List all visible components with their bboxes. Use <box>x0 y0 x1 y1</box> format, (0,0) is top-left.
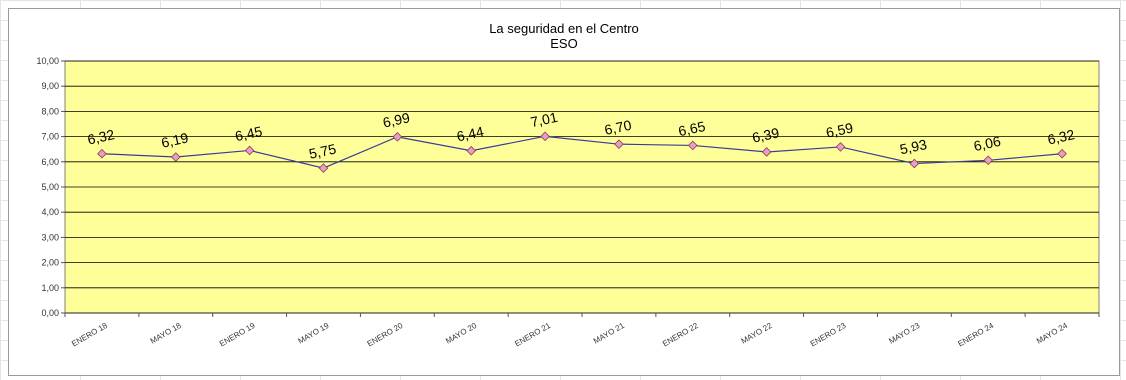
data-label: 6,59 <box>824 119 854 140</box>
data-label: 6,32 <box>1046 126 1076 147</box>
x-tick-label: MAYO 20 <box>444 321 478 346</box>
y-tick-label: 4,00 <box>41 207 59 217</box>
data-label: 7,01 <box>529 109 559 130</box>
y-tick-label: 2,00 <box>41 258 59 268</box>
data-label: 5,75 <box>307 141 337 162</box>
data-point[interactable] <box>983 155 994 166</box>
data-point[interactable] <box>97 148 107 159</box>
series-line[interactable] <box>101 135 1063 169</box>
x-tick-label: ENERO 23 <box>809 321 848 349</box>
x-tick-label: ENERO 22 <box>661 321 700 349</box>
data-point[interactable] <box>614 139 624 149</box>
line-chart: 0,00 1,00 2,00 3,00 4,00 5,00 6,00 7,00 8,00 9,00… <box>36 56 1100 349</box>
chart-title: La seguridad en el Centro <box>489 21 639 36</box>
data-label: 6,99 <box>381 109 411 130</box>
y-tick-label: 10,00 <box>36 56 59 66</box>
data-label: 6,70 <box>603 117 633 138</box>
data-point[interactable] <box>170 152 181 162</box>
data-point[interactable] <box>540 131 550 142</box>
x-tick-label: MAYO 22 <box>740 321 774 346</box>
data-label: 6,06 <box>972 133 1002 154</box>
chart-subtitle: ESO <box>550 36 578 51</box>
data-point[interactable] <box>466 145 477 156</box>
y-tick-label: 9,00 <box>41 81 59 91</box>
chart-title-block: La seguridad en el Centro ESO <box>9 21 1119 51</box>
x-tick-label: MAYO 21 <box>592 321 626 346</box>
data-label: 6,45 <box>234 123 264 144</box>
data-point[interactable] <box>244 145 255 156</box>
y-tick-label: 1,00 <box>41 283 59 293</box>
data-label: 5,93 <box>898 136 928 157</box>
x-tick-label: MAYO 19 <box>296 321 330 346</box>
data-label: 6,32 <box>86 126 116 147</box>
y-tick-label: 6,00 <box>41 157 59 167</box>
y-tick-label: 3,00 <box>41 232 59 242</box>
data-label: 6,39 <box>751 124 781 145</box>
x-tick-label: ENERO 24 <box>956 321 995 349</box>
y-tick-label: 8,00 <box>41 106 59 116</box>
data-label: 6,19 <box>160 129 190 150</box>
x-tick-label: ENERO 19 <box>218 321 257 349</box>
data-point[interactable] <box>392 132 403 142</box>
y-tick-label: 5,00 <box>41 182 59 192</box>
data-label: 6,44 <box>455 123 485 144</box>
data-point[interactable] <box>909 158 920 169</box>
y-tick-label: 0,00 <box>41 308 59 318</box>
x-tick-label: ENERO 21 <box>513 321 552 349</box>
data-point[interactable] <box>687 140 698 151</box>
x-tick-label: ENERO 20 <box>366 321 405 349</box>
x-tick-label: MAYO 24 <box>1035 321 1069 346</box>
data-point[interactable] <box>761 147 772 157</box>
data-label: 6,65 <box>677 118 707 139</box>
y-tick-label: 7,00 <box>41 132 59 142</box>
data-point[interactable] <box>1057 148 1067 159</box>
x-tick-label: ENERO 18 <box>70 321 109 349</box>
data-point[interactable] <box>318 163 329 173</box>
chart-frame[interactable]: La seguridad en el Centro ESO 0,00 1,00 2,… <box>8 8 1120 376</box>
x-tick-label: MAYO 18 <box>149 321 183 346</box>
data-point[interactable] <box>835 142 846 152</box>
x-tick-label: MAYO 23 <box>887 321 921 346</box>
